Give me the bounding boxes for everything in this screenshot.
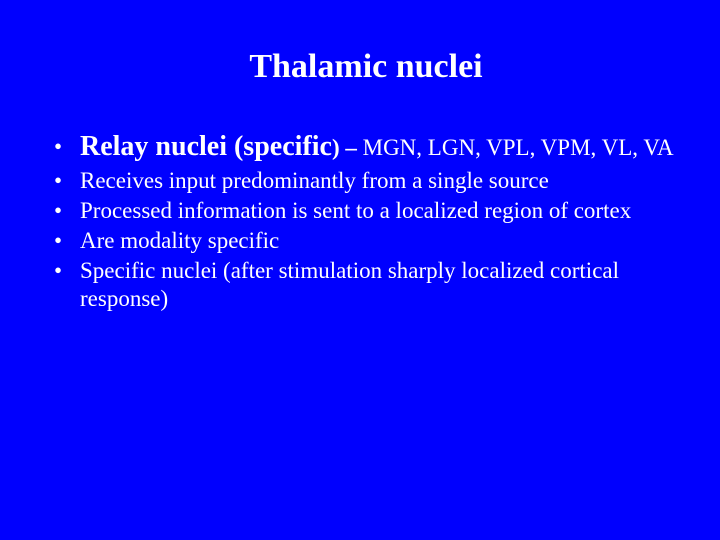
bullet-rest: Specific nuclei (after stimulation sharp…: [80, 258, 619, 311]
bullet-rest: Receives input predominantly from a sing…: [80, 168, 549, 193]
list-item: Receives input predominantly from a sing…: [52, 167, 680, 195]
list-item: Processed information is sent to a local…: [52, 197, 680, 225]
slide: Thalamic nuclei Relay nuclei (specific) …: [0, 0, 720, 540]
list-item: Specific nuclei (after stimulation sharp…: [52, 257, 680, 313]
bullet-list: Relay nuclei (specific) – MGN, LGN, VPL,…: [52, 130, 680, 313]
bullet-rest: Are modality specific: [80, 228, 279, 253]
slide-title: Thalamic nuclei: [52, 48, 680, 86]
bullet-rest: MGN, LGN, VPL, VPM, VL, VA: [363, 135, 674, 160]
bullet-rest: Processed information is sent to a local…: [80, 198, 631, 223]
list-item: Relay nuclei (specific) – MGN, LGN, VPL,…: [52, 130, 680, 165]
bullet-lead-bold: Relay nuclei (specific: [80, 131, 332, 162]
list-item: Are modality specific: [52, 227, 680, 255]
bullet-trail-bold: ) –: [332, 135, 363, 160]
